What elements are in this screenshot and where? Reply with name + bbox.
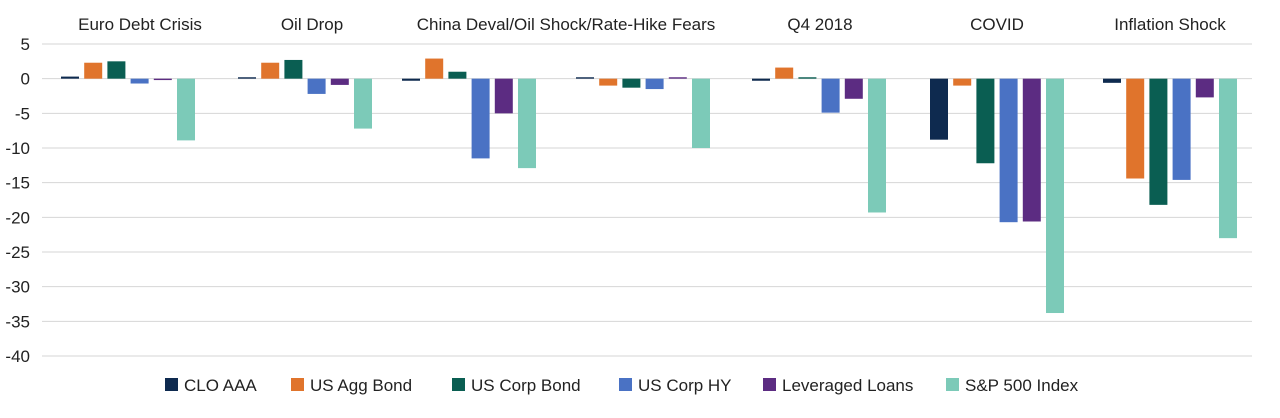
bar-clo-aaa (1103, 78, 1121, 83)
bar-s-p-500-index (177, 78, 195, 141)
legend-swatch (165, 378, 178, 391)
bar-leveraged-loans (494, 78, 513, 114)
bar-leveraged-loans (330, 78, 349, 85)
bar-s-p-500-index (518, 78, 536, 169)
bar-us-corp-hy (1172, 78, 1191, 180)
y-tick-label: -20 (5, 208, 30, 227)
bar-leveraged-loans (1022, 78, 1041, 222)
category-labels: Euro Debt Crisis Oil Drop China Deval/Oil … (78, 15, 1226, 34)
bar-us-corp-hy (999, 78, 1018, 223)
bar-us-corp-bond (107, 61, 126, 79)
legend: CLO AAA US Agg Bond US Corp Bond US Corp HY… (165, 376, 1079, 395)
bar-us-corp-bond (622, 78, 641, 88)
bar-leveraged-loans (153, 78, 172, 81)
bar-clo-aaa (576, 77, 594, 79)
legend-swatch (763, 378, 776, 391)
bar-leveraged-loans (1195, 78, 1214, 98)
bar-us-agg-bond (261, 62, 280, 79)
category-label: China Deval/Oil Shock/Rate-Hike Fears (417, 15, 716, 34)
legend-swatch (291, 378, 304, 391)
bar-us-corp-bond (976, 78, 995, 164)
legend-label: Leveraged Loans (782, 376, 913, 395)
bar-us-corp-bond (798, 77, 817, 79)
legend-label: US Corp HY (638, 376, 732, 395)
bars (61, 58, 1237, 314)
bar-us-agg-bond (425, 58, 444, 79)
gridlines (42, 43, 1252, 357)
category-label: COVID (970, 15, 1024, 34)
legend-label: US Agg Bond (310, 376, 412, 395)
y-tick-label: -15 (5, 174, 30, 193)
bar-us-agg-bond (1126, 78, 1145, 179)
bar-us-agg-bond (599, 78, 618, 86)
bar-us-corp-bond (1149, 78, 1168, 205)
y-tick-label: -5 (15, 104, 30, 123)
bar-s-p-500-index (692, 78, 710, 148)
legend-label: S&P 500 Index (965, 376, 1079, 395)
bar-us-corp-bond (284, 59, 303, 79)
bar-us-corp-hy (471, 78, 490, 159)
y-tick-label: -10 (5, 139, 30, 158)
y-tick-label: -25 (5, 243, 30, 262)
category-label: Oil Drop (281, 15, 343, 34)
y-axis-ticks: 5 0 -5 -10 -15 -20 -25 -30 -35 -40 (5, 35, 30, 366)
bar-s-p-500-index (354, 78, 372, 129)
category-label: Q4 2018 (787, 15, 852, 34)
bar-us-corp-hy (130, 78, 149, 84)
bar-s-p-500-index (1219, 78, 1237, 239)
bar-clo-aaa (930, 78, 948, 140)
legend-label: CLO AAA (184, 376, 257, 395)
legend-swatch (619, 378, 632, 391)
bar-us-agg-bond (775, 67, 794, 79)
y-tick-label: -40 (5, 347, 30, 366)
bar-us-corp-hy (307, 78, 326, 94)
bar-s-p-500-index (1046, 78, 1064, 314)
y-tick-label: 0 (21, 70, 30, 89)
y-tick-label: -35 (5, 312, 30, 331)
category-label: Euro Debt Crisis (78, 15, 202, 34)
bar-leveraged-loans (668, 77, 687, 79)
legend-swatch (452, 378, 465, 391)
legend-label: US Corp Bond (471, 376, 581, 395)
bar-s-p-500-index (868, 78, 886, 213)
y-tick-label: -30 (5, 278, 30, 297)
bar-us-corp-hy (645, 78, 664, 90)
bar-leveraged-loans (844, 78, 863, 99)
legend-swatch (946, 378, 959, 391)
bar-clo-aaa (238, 77, 256, 79)
bar-us-corp-hy (821, 78, 840, 113)
bar-clo-aaa (402, 78, 420, 81)
bar-us-corp-bond (448, 71, 467, 79)
bar-clo-aaa (752, 78, 770, 81)
category-label: Inflation Shock (1114, 15, 1226, 34)
bar-us-agg-bond (953, 78, 972, 86)
bar-clo-aaa (61, 76, 79, 79)
y-tick-label: 5 (21, 35, 30, 54)
bar-us-agg-bond (84, 62, 103, 79)
